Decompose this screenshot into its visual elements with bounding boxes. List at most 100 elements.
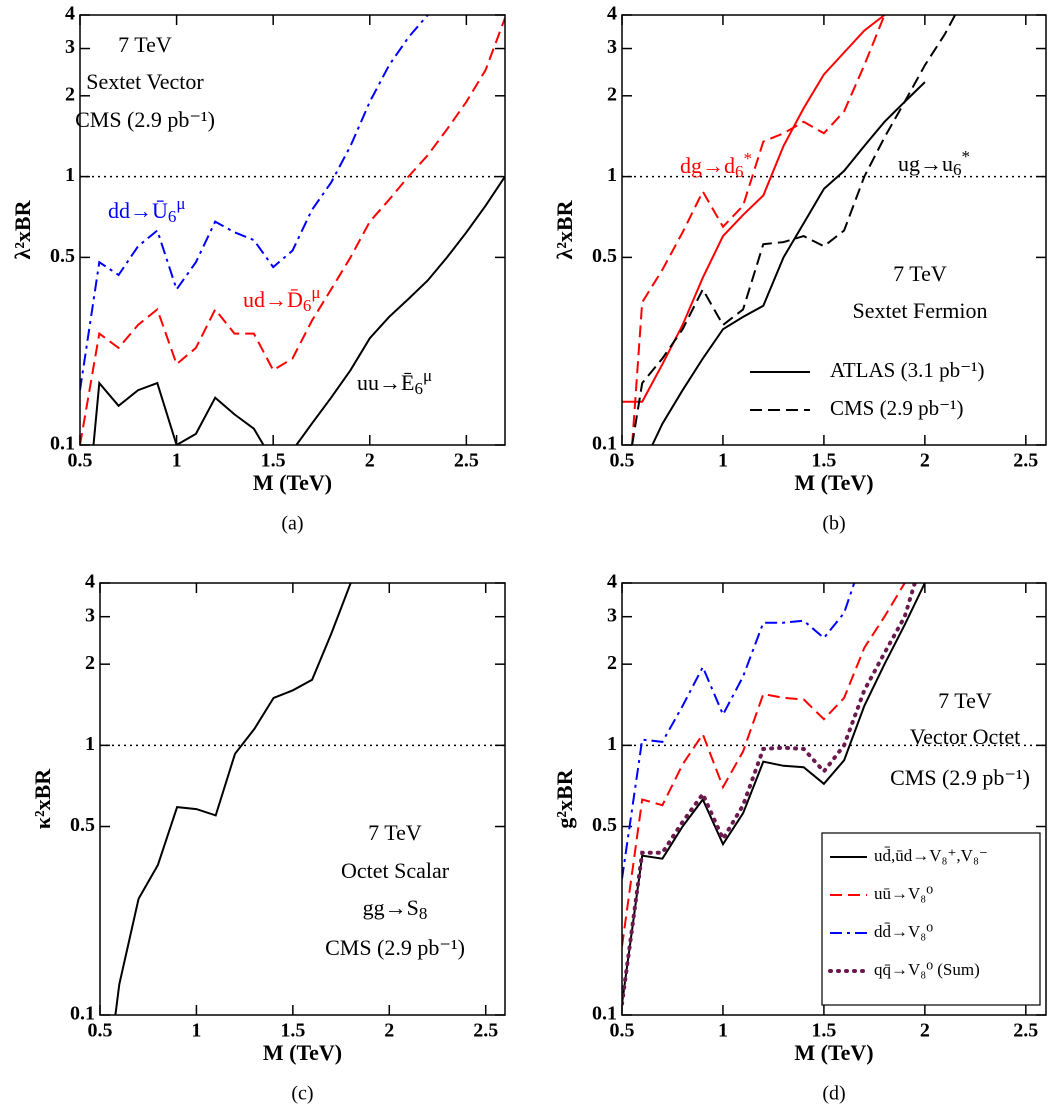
x-tick-label: 2 — [365, 450, 375, 472]
annotation-part: 6 — [953, 160, 962, 179]
legend-box — [821, 832, 1041, 1006]
plot-frame — [621, 582, 1047, 1016]
legend-label: ud̄,ūd→V₈⁺,V₈⁻ — [874, 846, 988, 865]
annotation-part: dd→Ū — [108, 198, 168, 223]
series-line — [631, 15, 956, 445]
annotation-part: 7 TeV — [938, 688, 992, 713]
legend-label: ATLAS (3.1 pb⁻¹) — [830, 358, 984, 382]
annotation-part: μ — [311, 283, 320, 302]
y-tick-label: 2 — [607, 652, 617, 674]
plot-frame — [79, 14, 506, 446]
annotation-part: uu→Ē — [357, 370, 414, 395]
plot-frame — [99, 582, 506, 1016]
annotation-part: CMS (2.9 pb⁻¹) — [890, 765, 1030, 790]
series-line — [622, 583, 856, 879]
annotation-part: μ — [423, 366, 432, 385]
y-tick-label: 4 — [65, 3, 75, 25]
y-tick-label: 1 — [607, 733, 617, 755]
caption: (b) — [822, 513, 845, 535]
y-tick-label: 0.1 — [50, 433, 75, 455]
annotation: Sextet Fermion — [852, 298, 987, 323]
y-tick-label: 0.5 — [592, 245, 617, 267]
x-tick-label: 1.5 — [280, 1020, 305, 1042]
x-tick-label: 2 — [920, 1020, 930, 1042]
caption: (d) — [822, 1083, 845, 1105]
x-tick-label: 1.5 — [811, 450, 836, 472]
annotation-part: 6 — [414, 379, 423, 398]
annotation: dd→Ū6μ — [108, 194, 186, 226]
legend-label: uū→V₈⁰ — [874, 884, 933, 903]
annotation: CMS (2.9 pb⁻¹) — [325, 935, 465, 960]
y-tick-label: 0.5 — [50, 245, 75, 267]
annotation-part: 7 TeV — [893, 261, 947, 286]
x-tick-label: 0.5 — [610, 1020, 635, 1042]
annotation: ug→u6* — [898, 147, 970, 179]
annotation-part: 6 — [303, 296, 312, 315]
x-tick-label: 0.5 — [68, 450, 93, 472]
y-tick-label: 0.1 — [70, 1003, 95, 1025]
annotation: Vector Octet — [910, 724, 1021, 749]
x-tick-label: 2.5 — [473, 1020, 498, 1042]
x-tick-label: 1.5 — [261, 450, 286, 472]
annotation-part: CMS (2.9 pb⁻¹) — [325, 935, 465, 960]
series-line — [631, 15, 886, 445]
series-line — [622, 583, 906, 947]
series-line — [80, 17, 505, 445]
annotation-part: 7 TeV — [118, 32, 172, 57]
annotation-part: CMS (2.9 pb⁻¹) — [75, 107, 215, 132]
series-line — [114, 583, 352, 1015]
annotation-part: 7 TeV — [368, 820, 422, 845]
y-tick-label: 3 — [607, 604, 617, 626]
annotation: Sextet Vector — [86, 69, 204, 94]
x-tick-label: 1 — [718, 450, 728, 472]
series-line — [651, 81, 926, 445]
x-tick-label: 1.5 — [811, 1020, 836, 1042]
annotation: Octet Scalar — [341, 858, 450, 883]
x-tick-label: 0.5 — [88, 1020, 113, 1042]
y-tick-label: 0.5 — [70, 814, 95, 836]
y-tick-label: 2 — [85, 652, 95, 674]
annotation-part: * — [962, 147, 971, 166]
annotation-part: * — [744, 149, 753, 168]
legend-label: dd̄→V₈⁰ — [874, 922, 933, 941]
annotation-part: Octet Scalar — [341, 858, 450, 883]
y-tick-label: 0.1 — [592, 1003, 617, 1025]
y-tick-label: 1 — [85, 733, 95, 755]
y-tick-label: 0.1 — [592, 433, 617, 455]
annotation: uu→Ē6μ — [357, 366, 432, 398]
annotation-part: Sextet Vector — [86, 69, 204, 94]
annotation-part: gg→S — [363, 895, 419, 920]
annotation-part: 6 — [735, 162, 744, 181]
annotation: 7 TeV — [118, 32, 172, 57]
y-tick-label: 4 — [607, 3, 617, 25]
annotation-part: μ — [176, 194, 185, 213]
x-axis-label: M (TeV) — [794, 1040, 873, 1065]
x-axis-label: M (TeV) — [794, 470, 873, 495]
legend-label: CMS (2.9 pb⁻¹) — [830, 396, 963, 420]
plot-frame — [621, 14, 1047, 446]
annotation: 7 TeV — [368, 820, 422, 845]
y-tick-label: 4 — [85, 571, 95, 593]
caption: (c) — [291, 1083, 313, 1105]
annotation: 7 TeV — [938, 688, 992, 713]
x-tick-label: 2.5 — [454, 450, 479, 472]
annotation-part: ud→D̄ — [243, 287, 303, 312]
y-tick-label: 0.5 — [592, 814, 617, 836]
annotation: ud→D̄6μ — [243, 283, 321, 315]
y-axis-label: λ²xBR — [10, 199, 35, 259]
legend-label: qq̄→V₈⁰ (Sum) — [874, 960, 980, 979]
x-axis-label: M (TeV) — [253, 470, 332, 495]
y-tick-label: 1 — [65, 164, 75, 186]
y-tick-label: 3 — [607, 36, 617, 58]
series-line — [622, 15, 886, 403]
annotation-part: ug→u — [898, 151, 953, 176]
y-tick-label: 3 — [85, 604, 95, 626]
x-tick-label: 1 — [191, 1020, 201, 1042]
annotation-part: Vector Octet — [910, 724, 1021, 749]
annotation: CMS (2.9 pb⁻¹) — [75, 107, 215, 132]
annotation: dg→d6* — [680, 149, 752, 181]
